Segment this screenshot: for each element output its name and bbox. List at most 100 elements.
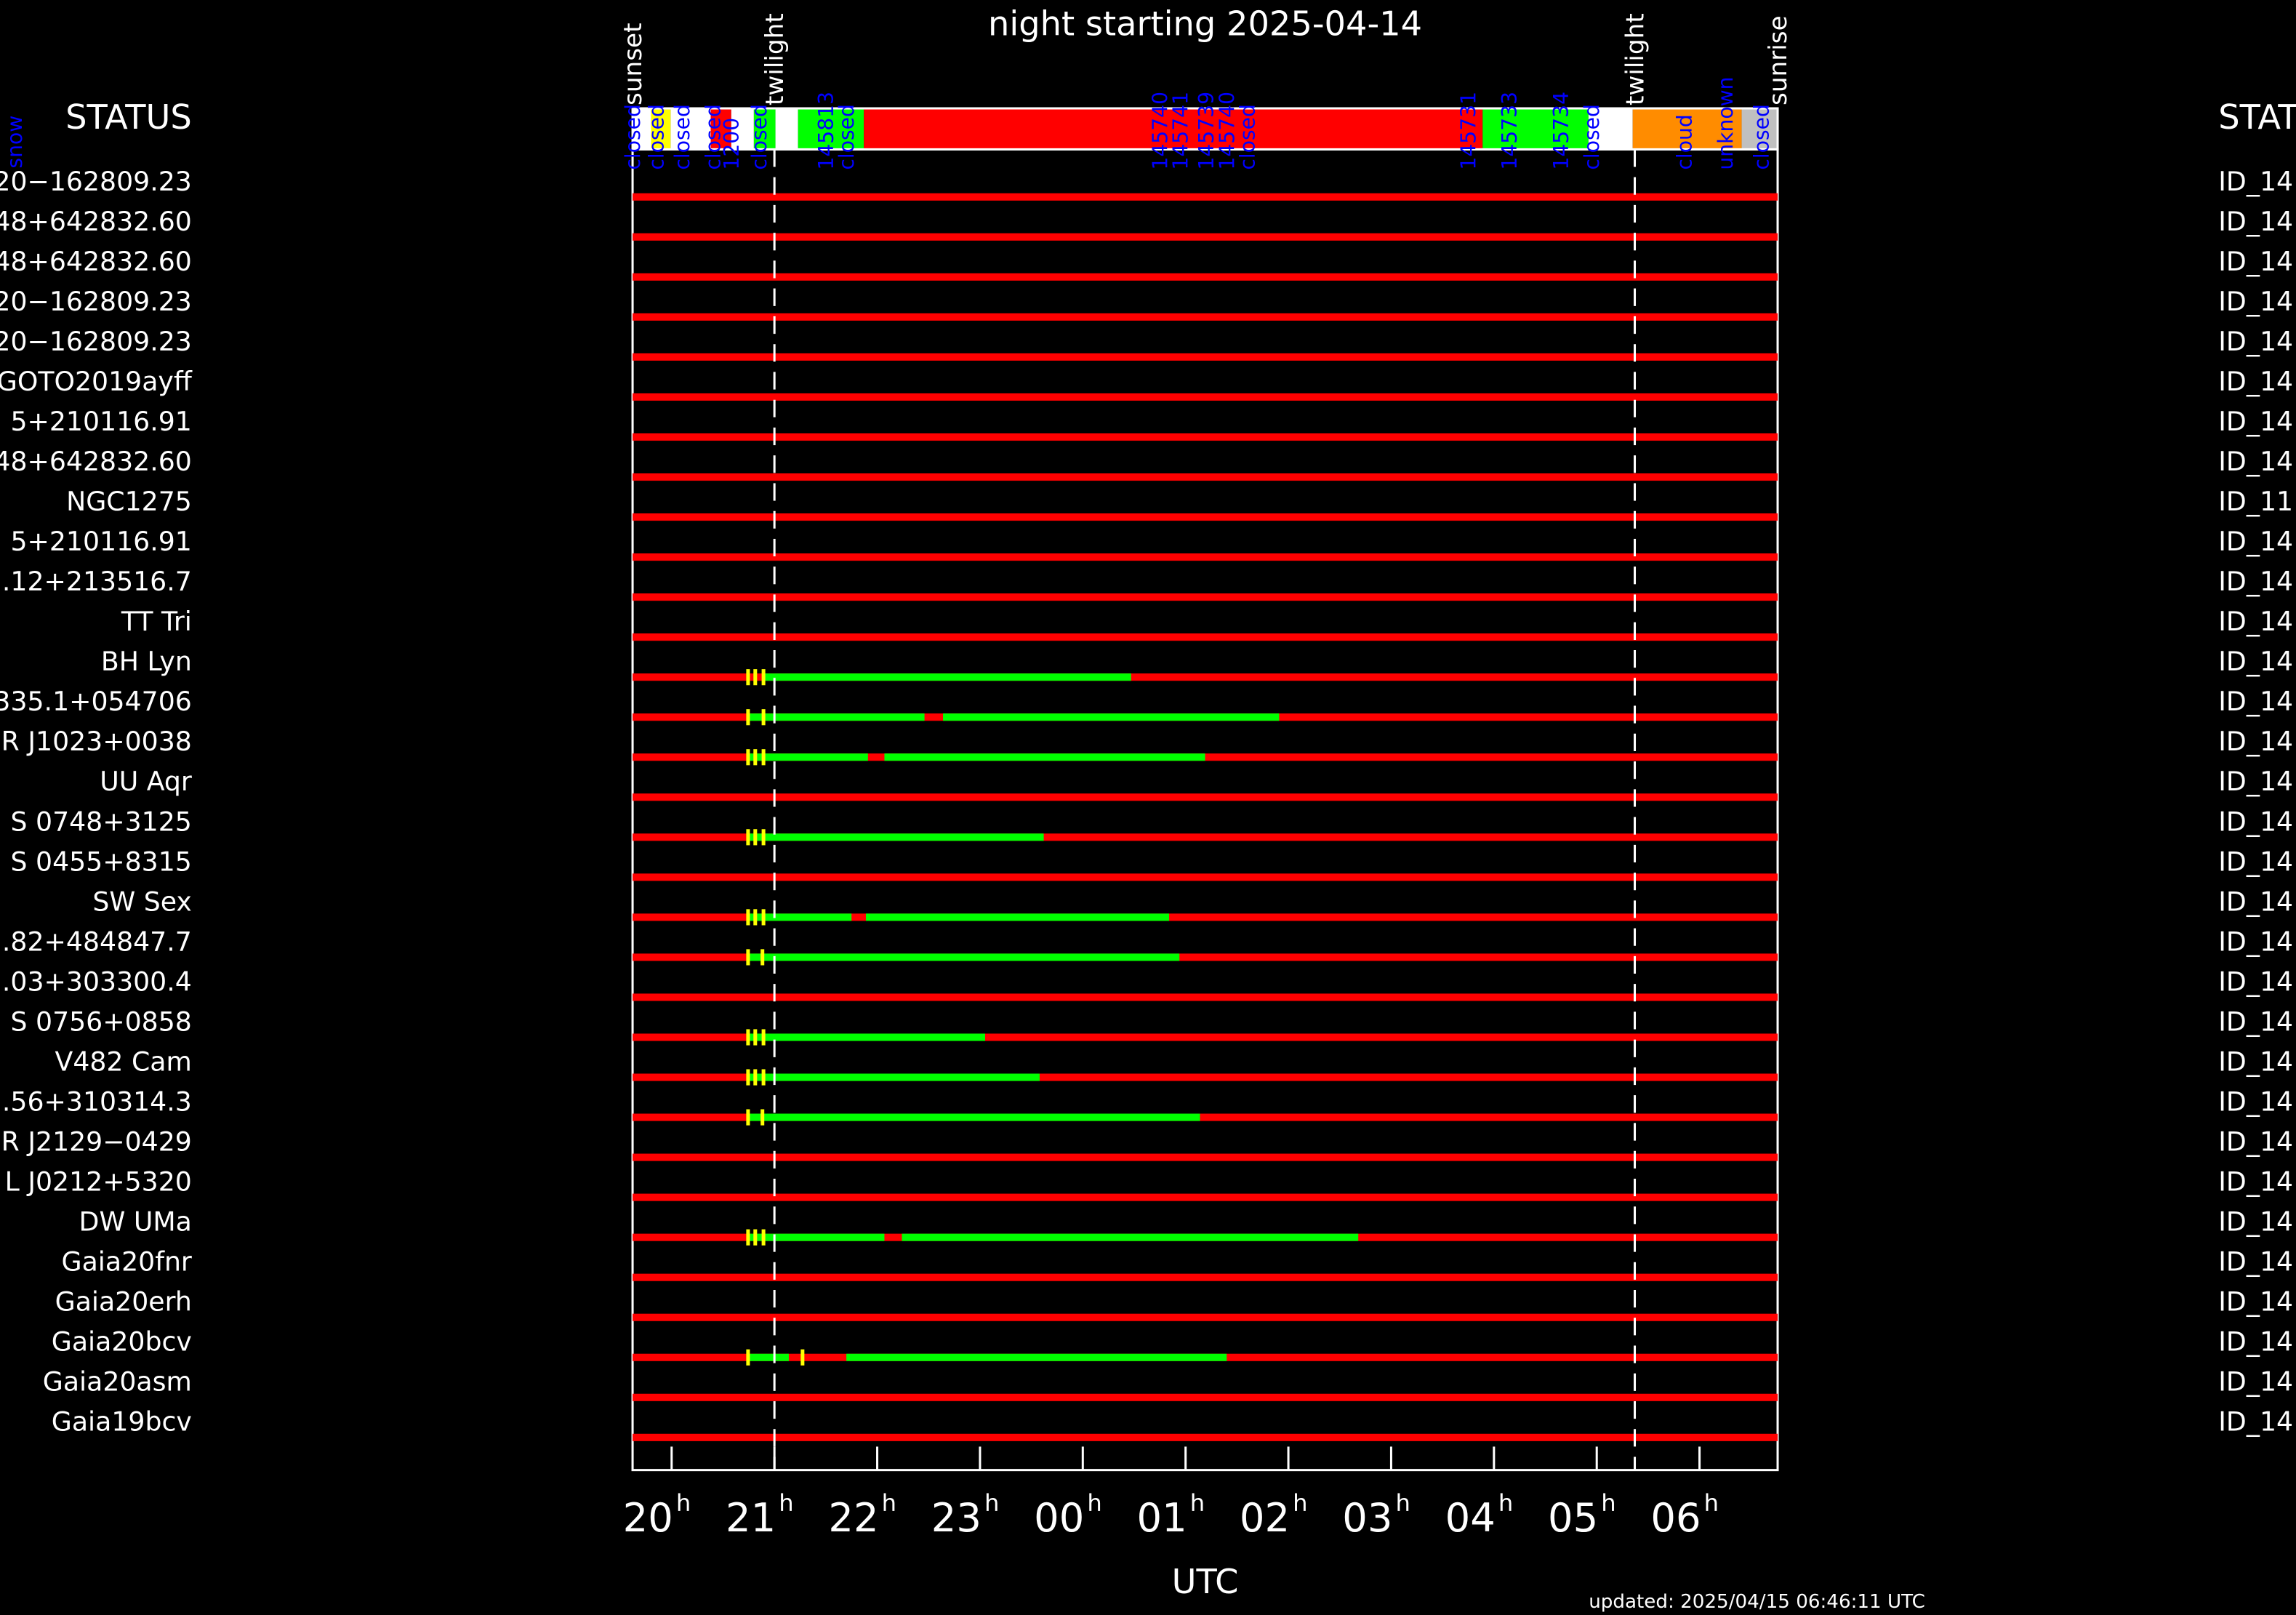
row-id: ID_14: [2218, 1166, 2293, 1198]
row-label: GOTO2019ayff: [0, 366, 193, 397]
x-tick-unit: h: [676, 1489, 691, 1517]
status-label: 145731: [1457, 92, 1481, 170]
row-base: [633, 193, 1778, 201]
status-segment: [633, 108, 651, 150]
x-tick-unit: h: [1293, 1489, 1307, 1517]
row-id: ID_14: [2218, 166, 2293, 197]
row-label: DW UMa: [79, 1206, 192, 1238]
x-tick-label: 06: [1650, 1495, 1701, 1541]
x-tick-label: 21: [726, 1495, 776, 1541]
row-label: L J0212+5320: [5, 1166, 192, 1198]
status-label: unknown: [1714, 76, 1738, 169]
row-base: [633, 593, 1778, 601]
good-interval: [748, 1233, 885, 1241]
status-label: 145740: [1215, 92, 1239, 170]
row-id: ID_14: [2218, 1326, 2293, 1358]
status-label: closed: [645, 104, 669, 169]
event-label: twilight: [1621, 13, 1650, 105]
row-base: [633, 1433, 1778, 1441]
x-tick-label: 22: [828, 1495, 878, 1541]
x-tick-label: 00: [1034, 1495, 1084, 1541]
row-base: [633, 553, 1778, 561]
row-base: [633, 953, 1778, 961]
x-tick-unit: h: [1395, 1489, 1410, 1517]
status-segment: [710, 108, 731, 150]
mark-tick: [746, 909, 750, 926]
status-segment: [1741, 108, 1778, 150]
mark-tick: [761, 1029, 766, 1046]
mark-tick: [761, 709, 766, 726]
row-label: NGC1275: [66, 486, 192, 517]
status-segment: [1588, 108, 1633, 150]
mark-tick: [746, 1109, 750, 1126]
mark-tick: [753, 1029, 758, 1046]
mark-tick: [746, 669, 750, 686]
status-label: 1200: [720, 118, 744, 170]
x-tick-label: 20: [623, 1495, 673, 1541]
x-tick-unit: h: [1498, 1489, 1513, 1517]
row-label: R J2129−0429: [1, 1126, 192, 1158]
mark-tick: [761, 1069, 766, 1086]
x-tick-unit: h: [1190, 1489, 1205, 1517]
row-label: 5+210116.91: [10, 406, 191, 437]
row-id: ID_14: [2218, 526, 2293, 557]
row-id: ID_14: [2218, 1086, 2293, 1118]
row-base: [633, 233, 1778, 241]
row-id: ID_14: [2218, 726, 2293, 757]
status-label: cloud: [1672, 114, 1696, 169]
row-base: [633, 873, 1778, 881]
row-label: 20−162809.23: [0, 326, 192, 357]
row-id: ID_14: [2218, 446, 2293, 477]
good-interval: [748, 833, 1044, 841]
mark-tick: [753, 1229, 758, 1246]
row-id: ID_14: [2218, 1406, 2293, 1438]
row-id: ID_14: [2218, 966, 2293, 997]
x-tick-label: 23: [931, 1495, 982, 1541]
mark-tick: [746, 709, 750, 726]
right-header: STAT: [2218, 97, 2296, 137]
status-label: 145741: [1169, 92, 1193, 170]
x-tick-label: 05: [1548, 1495, 1598, 1541]
row-base: [633, 1393, 1778, 1401]
mark-tick: [746, 829, 750, 846]
x-tick-unit: h: [882, 1489, 896, 1517]
x-tick-unit: h: [779, 1489, 793, 1517]
status-segment: [731, 108, 754, 150]
row-label: SW Sex: [92, 886, 191, 917]
row-base: [633, 833, 1778, 841]
row-id: ID_14: [2218, 1246, 2293, 1278]
row-base: [633, 673, 1778, 681]
row-label: S 0756+0858: [10, 1006, 191, 1037]
x-tick-unit: h: [1087, 1489, 1101, 1517]
mark-tick: [761, 669, 766, 686]
row-base: [633, 1193, 1778, 1201]
row-label: BH Lyn: [101, 646, 192, 677]
status-segment: [1482, 108, 1589, 150]
row-base: [633, 273, 1778, 281]
row-label: V482 Cam: [55, 1046, 192, 1077]
mark-tick: [761, 909, 766, 926]
chart-title: night starting 2025-04-14: [988, 4, 1422, 43]
status-label: 145739: [1195, 92, 1219, 170]
row-base: [633, 313, 1778, 321]
row-base: [633, 1153, 1778, 1161]
row-label: 5+210116.91: [10, 526, 191, 557]
good-interval: [748, 1113, 1200, 1121]
status-label: closed: [621, 104, 645, 169]
x-tick-unit: h: [1601, 1489, 1615, 1517]
row-label: UU Aqr: [100, 766, 192, 797]
event-label: sunset: [619, 23, 648, 105]
row-id: ID_14: [2218, 926, 2293, 957]
row-label: 20−162809.23: [0, 286, 192, 317]
good-interval: [764, 673, 1131, 681]
row-id: ID_14: [2218, 246, 2293, 277]
row-base: [633, 1073, 1778, 1081]
status-label: 145813: [814, 92, 838, 170]
row-base: [633, 353, 1778, 361]
row-base: [633, 1033, 1778, 1041]
x-axis-label: UTC: [1172, 1562, 1239, 1601]
row-id: ID_14: [2218, 886, 2293, 917]
row-id: ID_11: [2218, 486, 2293, 517]
